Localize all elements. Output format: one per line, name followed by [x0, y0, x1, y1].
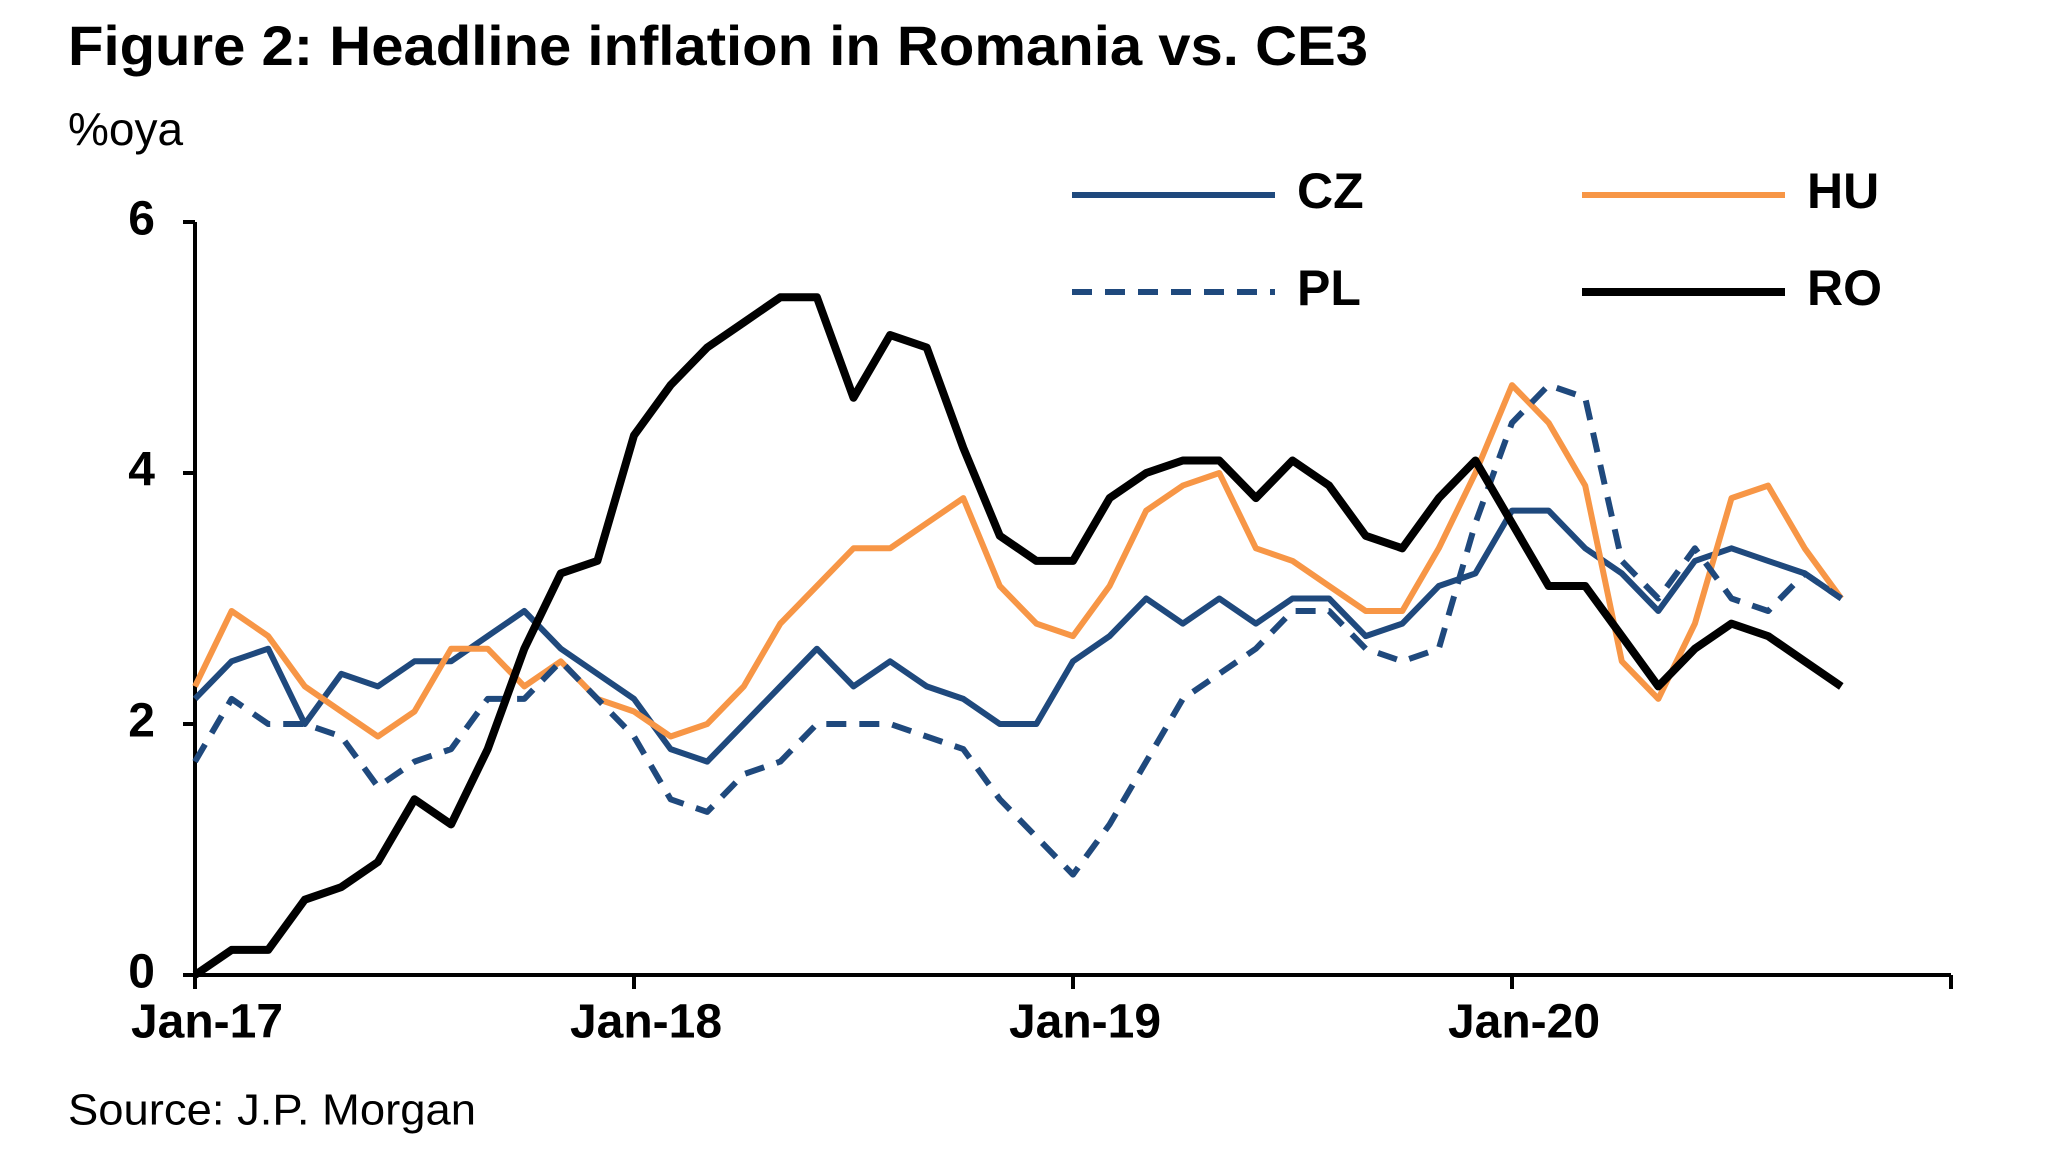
series-line: [192, 382, 1844, 740]
x-tick-label: Jan-19: [1009, 996, 1161, 1049]
series-line: [192, 293, 1844, 979]
chart-title: Figure 2: Headline inflation in Romania …: [68, 14, 1368, 77]
y-tick-label: 0: [128, 946, 155, 999]
series-line: [192, 382, 1843, 878]
legend-label: RO: [1807, 260, 1882, 316]
legend-label: HU: [1807, 163, 1879, 219]
legend-label: CZ: [1297, 163, 1364, 219]
x-tick-label: Jan-20: [1448, 996, 1600, 1049]
y-tick-label: 4: [128, 444, 155, 497]
x-tick-label: Jan-17: [131, 996, 283, 1049]
y-tick-label: 6: [128, 193, 155, 246]
y-tick-label: 2: [128, 695, 155, 748]
x-tick-label: Jan-18: [570, 996, 722, 1049]
subtitle: %oya: [68, 103, 183, 155]
source: Source: J.P. Morgan: [68, 1086, 476, 1135]
legend-label: PL: [1297, 260, 1361, 316]
